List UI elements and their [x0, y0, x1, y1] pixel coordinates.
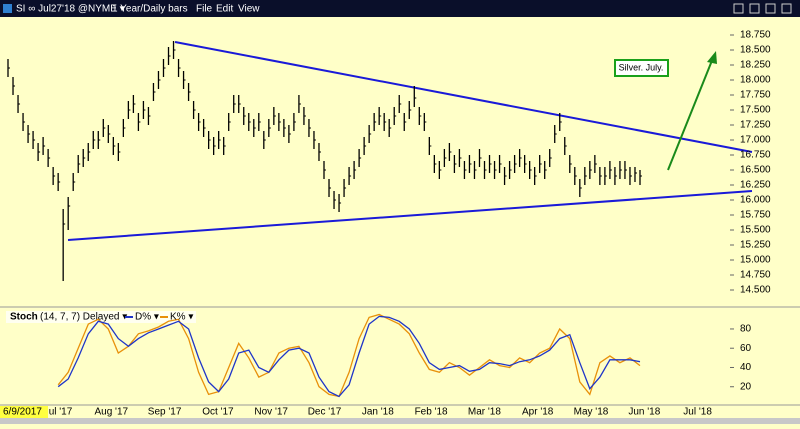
x-tick-label: May '18 — [574, 407, 609, 418]
resistance-trendline — [174, 41, 753, 153]
x-tick-label: Aug '17 — [94, 407, 128, 418]
x-tick-label: Apr '18 — [522, 407, 554, 418]
x-tick-label: Jan '18 — [362, 407, 394, 418]
stoch-title: Stoch — [10, 312, 38, 323]
y-tick-label: 20 — [740, 381, 752, 392]
header: SI ∞ Jul27'18 @NYME ▾ 1 Year/Daily bars … — [0, 0, 800, 17]
legend-entry: D% ▾ — [135, 312, 159, 323]
y-tick-label: 15.750 — [740, 210, 771, 221]
date-label: 6/9/2017 — [3, 407, 42, 418]
y-tick-label: 14.500 — [740, 285, 771, 296]
menu-item[interactable]: View — [238, 4, 260, 15]
x-tick-label: Feb '18 — [415, 407, 448, 418]
arrow-head — [707, 51, 717, 64]
x-tick-label: Jul '17 — [44, 407, 73, 418]
y-tick-label: 15.250 — [740, 240, 771, 251]
legend-entry: K% ▾ — [170, 312, 193, 323]
y-tick-label: 18.750 — [740, 30, 771, 41]
plot: 14.500 14.750 15.000 15.250 15.500 15.750 16.0… — [7, 30, 771, 398]
x-tick-label: Mar '18 — [468, 407, 501, 418]
app-icon — [3, 4, 12, 13]
symbol[interactable]: SI ∞ Jul27'18 @NYME ▾ — [16, 4, 125, 15]
stoch-label-box — [6, 311, 196, 323]
annotation-box — [614, 59, 669, 77]
header-bar — [0, 0, 800, 17]
stoch-line — [57, 315, 641, 398]
x-tick-label: Sep '17 — [148, 407, 182, 418]
support-trendline — [67, 190, 753, 241]
y-tick-label: 40 — [740, 362, 752, 373]
y-tick-label: 15.500 — [740, 225, 771, 236]
window-button[interactable] — [749, 3, 760, 14]
projection-arrow — [667, 57, 714, 171]
menu-item[interactable]: File — [196, 4, 213, 15]
window-button[interactable] — [733, 3, 744, 14]
stoch-params: (14, 7, 7) Delayed ▾ — [40, 312, 127, 323]
y-tick-label: 17.000 — [740, 135, 771, 146]
stoch-line — [57, 313, 641, 398]
x-tick-label: Dec '17 — [308, 407, 342, 418]
window-button[interactable] — [765, 3, 776, 14]
y-tick-label: 60 — [740, 343, 752, 354]
y-tick-label: 18.500 — [740, 45, 771, 56]
y-tick-label: 17.250 — [740, 120, 771, 131]
y-tick-label: 16.000 — [740, 195, 771, 206]
y-tick-label: 18.000 — [740, 75, 771, 86]
y-tick-label: 80 — [740, 324, 752, 335]
window-button[interactable] — [781, 3, 792, 14]
scrollbar[interactable] — [0, 418, 800, 424]
y-tick-label: 17.500 — [740, 105, 771, 116]
y-tick-label: 16.500 — [740, 165, 771, 176]
y-tick-label: 14.750 — [740, 270, 771, 281]
y-tick-label: 18.250 — [740, 60, 771, 71]
x-tick-label: Nov '17 — [254, 407, 288, 418]
x-tick-label: Jun '18 — [628, 407, 660, 418]
x-tick-label: Oct '17 — [202, 407, 234, 418]
y-tick-label: 16.750 — [740, 150, 771, 161]
date-box — [0, 406, 48, 418]
interval[interactable]: 1 Year/Daily bars — [112, 4, 188, 15]
x-tick-label: Jul '18 — [683, 407, 712, 418]
y-tick-label: 16.250 — [740, 180, 771, 191]
annotation: Silver. July. — [619, 62, 664, 72]
y-tick-label: 15.000 — [740, 255, 771, 266]
menu-item[interactable]: Edit — [216, 4, 233, 15]
y-tick-label: 17.750 — [740, 90, 771, 101]
